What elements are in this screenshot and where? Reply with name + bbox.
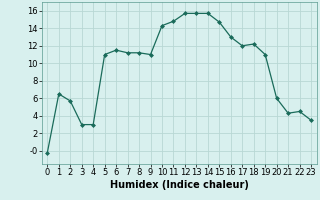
X-axis label: Humidex (Indice chaleur): Humidex (Indice chaleur): [110, 180, 249, 190]
